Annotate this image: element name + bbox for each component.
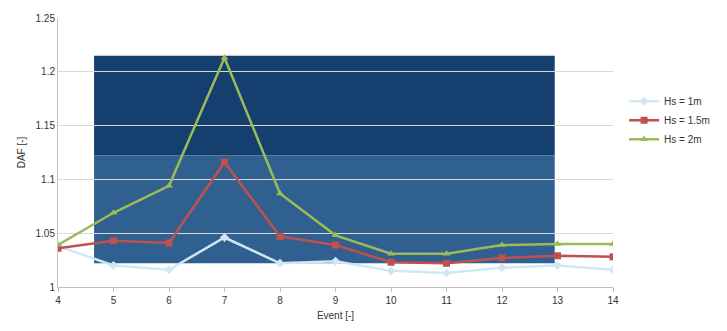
svg-text:11: 11	[441, 295, 452, 306]
svg-text:DAF [-]: DAF [-]	[16, 136, 27, 168]
svg-text:6: 6	[166, 295, 172, 306]
svg-text:9: 9	[333, 295, 339, 306]
svg-text:12: 12	[496, 295, 508, 306]
svg-text:Hs = 2m: Hs = 2m	[664, 134, 702, 145]
svg-text:Hs = 1.5m: Hs = 1.5m	[664, 115, 710, 126]
svg-text:13: 13	[552, 295, 564, 306]
svg-text:Event [-]: Event [-]	[317, 310, 354, 321]
svg-text:4: 4	[55, 295, 61, 306]
svg-text:8: 8	[277, 295, 283, 306]
svg-text:10: 10	[385, 295, 397, 306]
svg-text:5: 5	[111, 295, 117, 306]
svg-text:1.2: 1.2	[41, 66, 55, 77]
svg-text:Hs = 1m: Hs = 1m	[664, 96, 702, 107]
svg-text:1.25: 1.25	[36, 13, 56, 24]
svg-text:1.1: 1.1	[41, 174, 55, 185]
svg-text:7: 7	[222, 295, 228, 306]
svg-text:14: 14	[607, 295, 619, 306]
svg-text:1: 1	[49, 282, 55, 293]
svg-text:1.05: 1.05	[36, 228, 56, 239]
svg-text:1.15: 1.15	[36, 120, 56, 131]
